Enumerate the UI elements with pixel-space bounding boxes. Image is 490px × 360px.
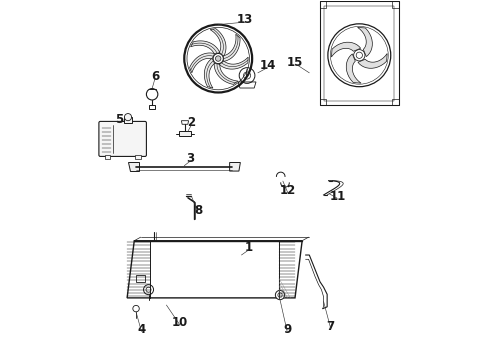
FancyBboxPatch shape	[99, 121, 147, 157]
Circle shape	[124, 113, 132, 121]
Polygon shape	[331, 42, 361, 57]
Text: 1: 1	[245, 241, 253, 255]
Text: 7: 7	[327, 320, 335, 333]
Text: 11: 11	[330, 190, 346, 203]
Bar	[392, 99, 398, 105]
Text: 12: 12	[280, 184, 296, 197]
Text: 8: 8	[195, 204, 203, 217]
Circle shape	[147, 89, 158, 100]
Text: 6: 6	[151, 70, 160, 83]
Polygon shape	[135, 155, 141, 158]
Bar	[392, 1, 398, 8]
Bar	[123, 117, 132, 123]
Bar	[320, 99, 326, 105]
Circle shape	[133, 305, 139, 312]
Polygon shape	[104, 155, 110, 158]
Bar	[320, 1, 398, 105]
Text: 5: 5	[115, 113, 123, 126]
Circle shape	[213, 53, 223, 64]
Polygon shape	[179, 131, 191, 136]
Circle shape	[354, 50, 365, 61]
Polygon shape	[136, 275, 145, 282]
Text: 4: 4	[137, 323, 146, 336]
Polygon shape	[358, 27, 372, 57]
Polygon shape	[230, 162, 241, 171]
Text: 3: 3	[187, 152, 195, 165]
Polygon shape	[210, 29, 226, 56]
Polygon shape	[127, 241, 302, 298]
Bar	[324, 6, 394, 101]
Polygon shape	[204, 58, 215, 88]
Polygon shape	[346, 54, 361, 83]
Text: 2: 2	[187, 116, 196, 129]
Polygon shape	[358, 54, 387, 68]
Text: 10: 10	[172, 316, 188, 329]
Text: 15: 15	[287, 55, 303, 69]
Text: 13: 13	[237, 13, 253, 26]
Text: 14: 14	[260, 59, 276, 72]
Circle shape	[144, 285, 153, 295]
Polygon shape	[190, 53, 215, 73]
Polygon shape	[128, 162, 139, 171]
Circle shape	[275, 291, 285, 300]
Polygon shape	[191, 41, 220, 54]
Polygon shape	[220, 57, 248, 69]
Text: 9: 9	[283, 323, 291, 336]
Polygon shape	[214, 63, 238, 85]
Circle shape	[216, 56, 221, 61]
Bar	[320, 1, 326, 8]
Polygon shape	[223, 34, 240, 62]
